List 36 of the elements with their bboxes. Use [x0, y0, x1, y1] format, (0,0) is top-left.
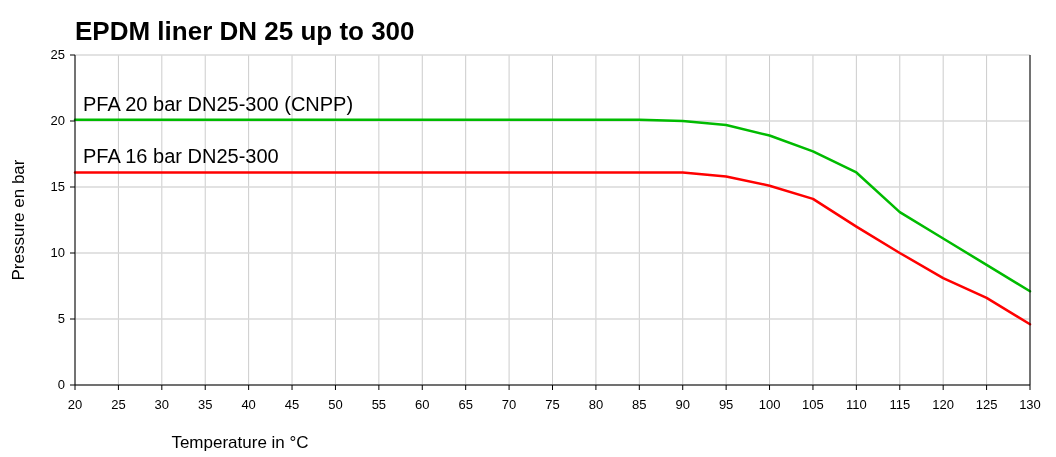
- x-tick-label: 125: [975, 397, 998, 412]
- x-tick-label: 105: [802, 397, 824, 412]
- y-tick-label: 10: [50, 245, 65, 260]
- x-tick-label: 115: [889, 397, 911, 412]
- x-tick-label: 20: [67, 397, 83, 412]
- x-tick-label: 65: [458, 397, 473, 412]
- y-tick-label: 15: [50, 179, 65, 194]
- series-label: PFA 20 bar DN25-300 (CNPP): [83, 92, 354, 115]
- x-tick-label: 35: [197, 397, 213, 412]
- y-tick-label: 25: [50, 47, 65, 62]
- x-tick-label: 90: [675, 397, 690, 412]
- x-tick-label: 30: [154, 397, 170, 412]
- x-tick-label: 130: [1019, 397, 1041, 412]
- series-label: PFA 16 bar DN25-300: [83, 145, 279, 168]
- x-tick-label: 75: [545, 397, 560, 412]
- y-axis-title: Pressure en bar: [9, 159, 28, 281]
- x-tick-label: 70: [501, 397, 517, 412]
- x-tick-label: 50: [328, 397, 343, 412]
- x-tick-label: 85: [632, 397, 647, 412]
- chart-title: EPDM liner DN 25 up to 300: [75, 16, 415, 46]
- x-tick-label: 100: [758, 397, 781, 412]
- x-tick-label: 40: [241, 397, 256, 412]
- x-axis-title: Temperature in °C: [171, 433, 309, 452]
- line-series: [73, 118, 1032, 293]
- x-tick-label: 80: [588, 397, 604, 412]
- x-tick-label: 120: [932, 397, 955, 412]
- x-tick-label: 95: [718, 397, 734, 412]
- y-tick-label: 20: [50, 113, 65, 128]
- x-tick-label: 25: [111, 397, 126, 412]
- x-tick-label: 45: [284, 397, 300, 412]
- x-tick-label: 60: [415, 397, 430, 412]
- x-tick-label: 110: [846, 397, 867, 412]
- line-series: [73, 171, 1032, 326]
- y-tick-label: 5: [57, 311, 65, 326]
- x-tick-label: 55: [371, 397, 387, 412]
- y-tick-label: 0: [57, 377, 65, 392]
